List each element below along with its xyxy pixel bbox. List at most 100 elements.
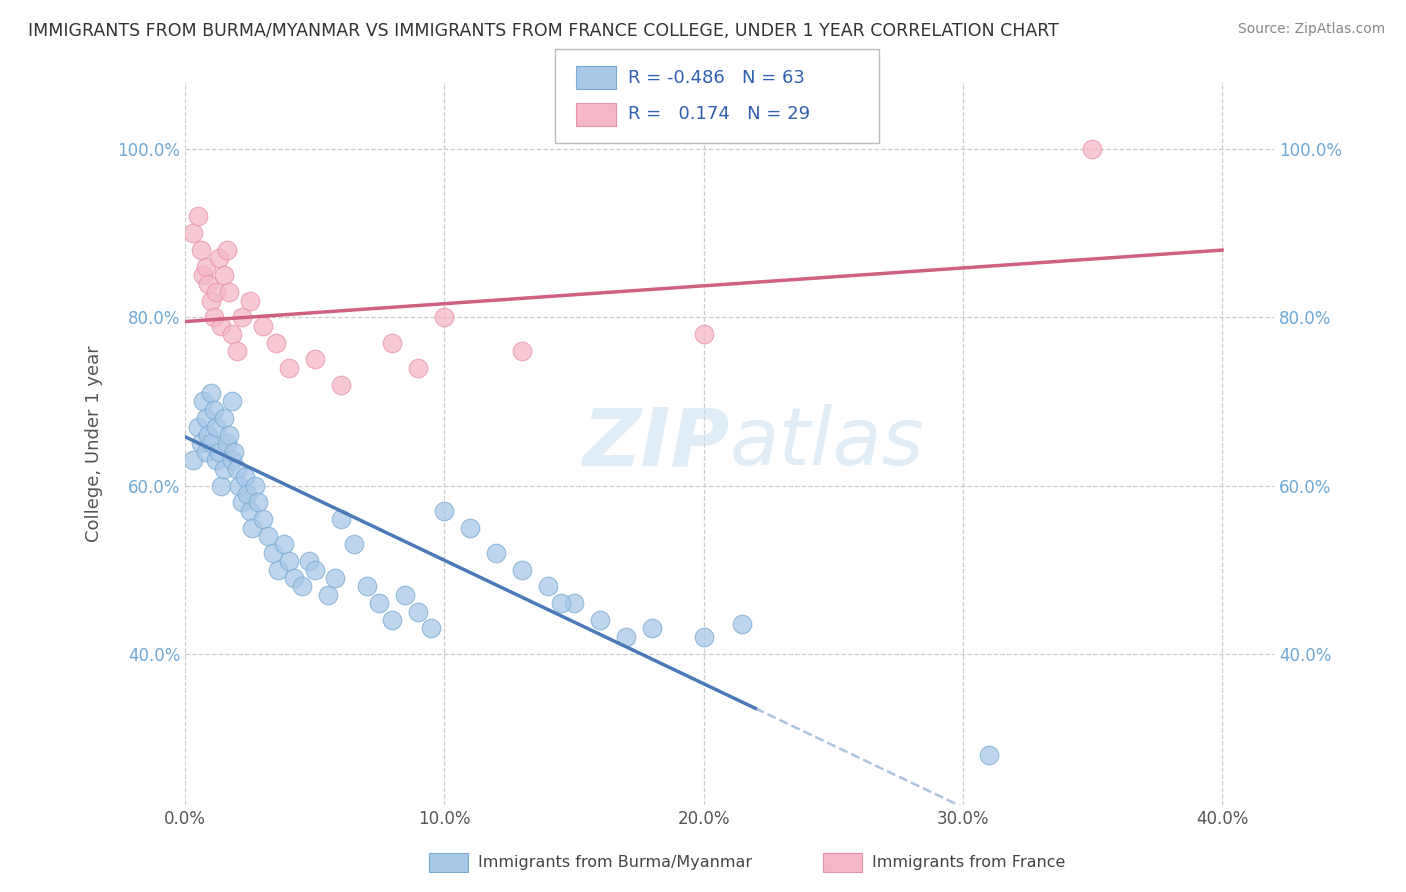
Point [218,285,240,299]
Point [433,310,456,325]
Point [205,419,228,434]
Text: Immigrants from Burma/Myanmar: Immigrants from Burma/Myanmar [478,855,752,870]
Point [298,554,321,568]
Point [368,596,391,610]
Point [190,436,212,450]
Point [273,537,295,551]
Point [209,478,232,492]
Point [291,579,314,593]
Point [224,445,246,459]
Point [200,436,222,450]
Point [731,617,754,632]
Point [316,588,339,602]
Point [193,394,215,409]
Point [356,579,378,593]
Point [215,243,238,257]
Y-axis label: College, Under 1 year: College, Under 1 year [86,345,103,541]
Point [242,520,264,534]
Point [277,360,299,375]
Point [233,470,256,484]
Point [239,293,262,308]
Point [252,318,274,333]
Point [221,327,243,342]
Point [304,352,326,367]
Point [200,386,222,401]
Point [194,445,217,459]
Point [977,747,1000,762]
Point [209,318,232,333]
Point [562,596,585,610]
Point [510,563,533,577]
Point [187,210,209,224]
Point [510,343,533,358]
Point [225,461,247,475]
Point [277,554,299,568]
Point [181,227,204,241]
Point [257,529,280,543]
Point [208,252,231,266]
Point [408,605,430,619]
Point [283,571,305,585]
Point [239,504,262,518]
Point [394,588,416,602]
Point [329,512,352,526]
Point [1081,142,1104,156]
Point [236,487,259,501]
Point [381,613,404,627]
Point [692,327,714,342]
Point [221,453,243,467]
Point [458,520,481,534]
Point [208,445,231,459]
Point [342,537,364,551]
Text: Immigrants from France: Immigrants from France [872,855,1066,870]
Text: IMMIGRANTS FROM BURMA/MYANMAR VS IMMIGRANTS FROM FRANCE COLLEGE, UNDER 1 YEAR CO: IMMIGRANTS FROM BURMA/MYANMAR VS IMMIGRA… [28,22,1059,40]
Text: ZIP: ZIP [582,404,730,483]
Point [193,268,215,283]
Point [485,546,508,560]
Point [187,419,209,434]
Point [205,453,228,467]
Point [228,478,250,492]
Text: R = -0.486   N = 63: R = -0.486 N = 63 [628,69,806,87]
Point [231,310,253,325]
Text: atlas: atlas [730,404,924,483]
Point [215,436,238,450]
Point [420,622,443,636]
Point [212,411,235,425]
Point [589,613,612,627]
Point [641,622,664,636]
Point [246,495,269,509]
Point [262,546,284,560]
Text: R =   0.174   N = 29: R = 0.174 N = 29 [628,105,811,123]
Point [202,310,225,325]
Point [433,504,456,518]
Point [252,512,274,526]
Point [537,579,560,593]
Point [205,285,228,299]
Point [264,335,287,350]
Point [197,277,219,291]
Point [212,461,235,475]
Point [267,563,290,577]
Point [304,563,326,577]
Point [212,268,235,283]
Point [329,377,352,392]
Point [325,571,347,585]
Point [197,428,219,442]
Point [200,293,222,308]
Point [614,630,637,644]
Point [243,478,266,492]
Point [221,394,243,409]
Point [225,343,247,358]
Point [381,335,404,350]
Text: Source: ZipAtlas.com: Source: ZipAtlas.com [1237,22,1385,37]
Point [408,360,430,375]
Point [218,428,240,442]
Point [181,453,204,467]
Point [550,596,572,610]
Point [194,260,217,274]
Point [231,495,253,509]
Point [692,630,714,644]
Point [194,411,217,425]
Point [202,402,225,417]
